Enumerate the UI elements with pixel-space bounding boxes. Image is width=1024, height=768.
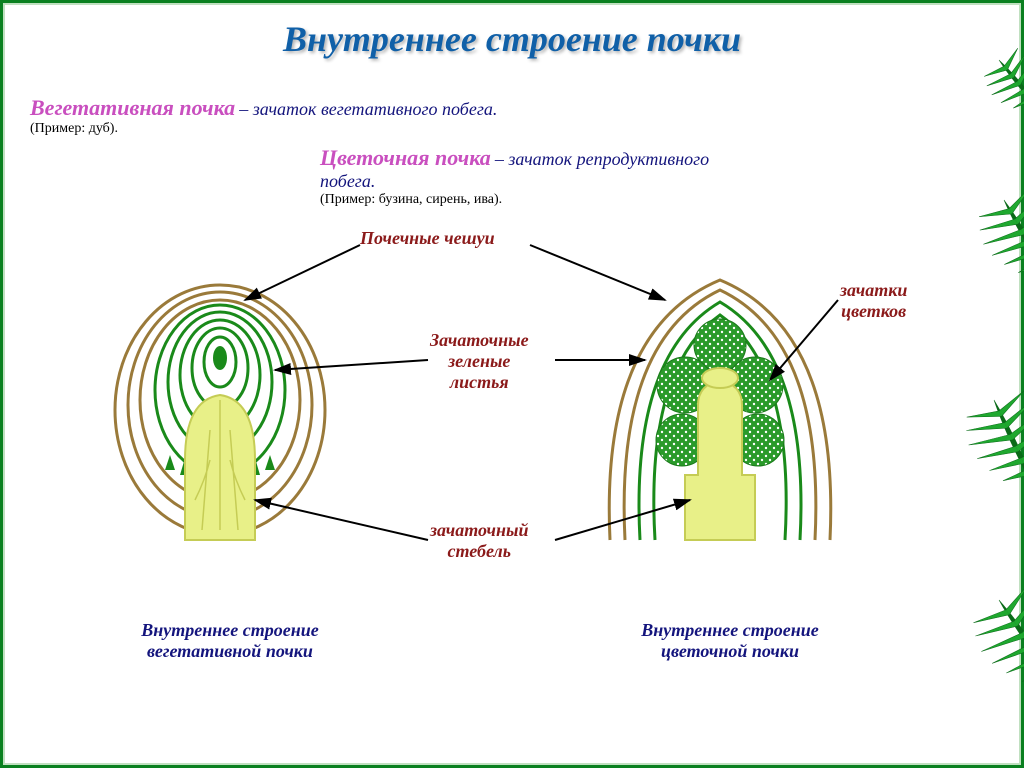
text-flower-cont: побега. [320, 171, 920, 192]
example-vegetative: (Пример: дуб). [30, 121, 670, 137]
example-flower: (Пример: бузина, сирень, ива). [320, 192, 920, 208]
term-vegetative: Вегетативная почка [30, 95, 235, 120]
caption-right: Внутреннее строение цветочной почки [600, 620, 860, 662]
text-vegetative: – зачаток вегетативного побега. [239, 99, 497, 119]
label-scales: Почечные чешуи [360, 228, 495, 249]
caption-left: Внутреннее строение вегетативной почки [110, 620, 350, 662]
label-leaves: Зачаточные зеленые листья [430, 330, 529, 393]
definition-flower: Цветочная почка – зачаток репродуктивног… [320, 145, 920, 208]
text-flower: – зачаток репродуктивного [495, 149, 709, 169]
label-flowers: зачатки цветков [840, 280, 907, 322]
definition-vegetative: Вегетативная почка – зачаток вегетативно… [30, 95, 670, 137]
label-stem: зачаточный стебель [430, 520, 528, 562]
term-flower: Цветочная почка [320, 145, 491, 170]
